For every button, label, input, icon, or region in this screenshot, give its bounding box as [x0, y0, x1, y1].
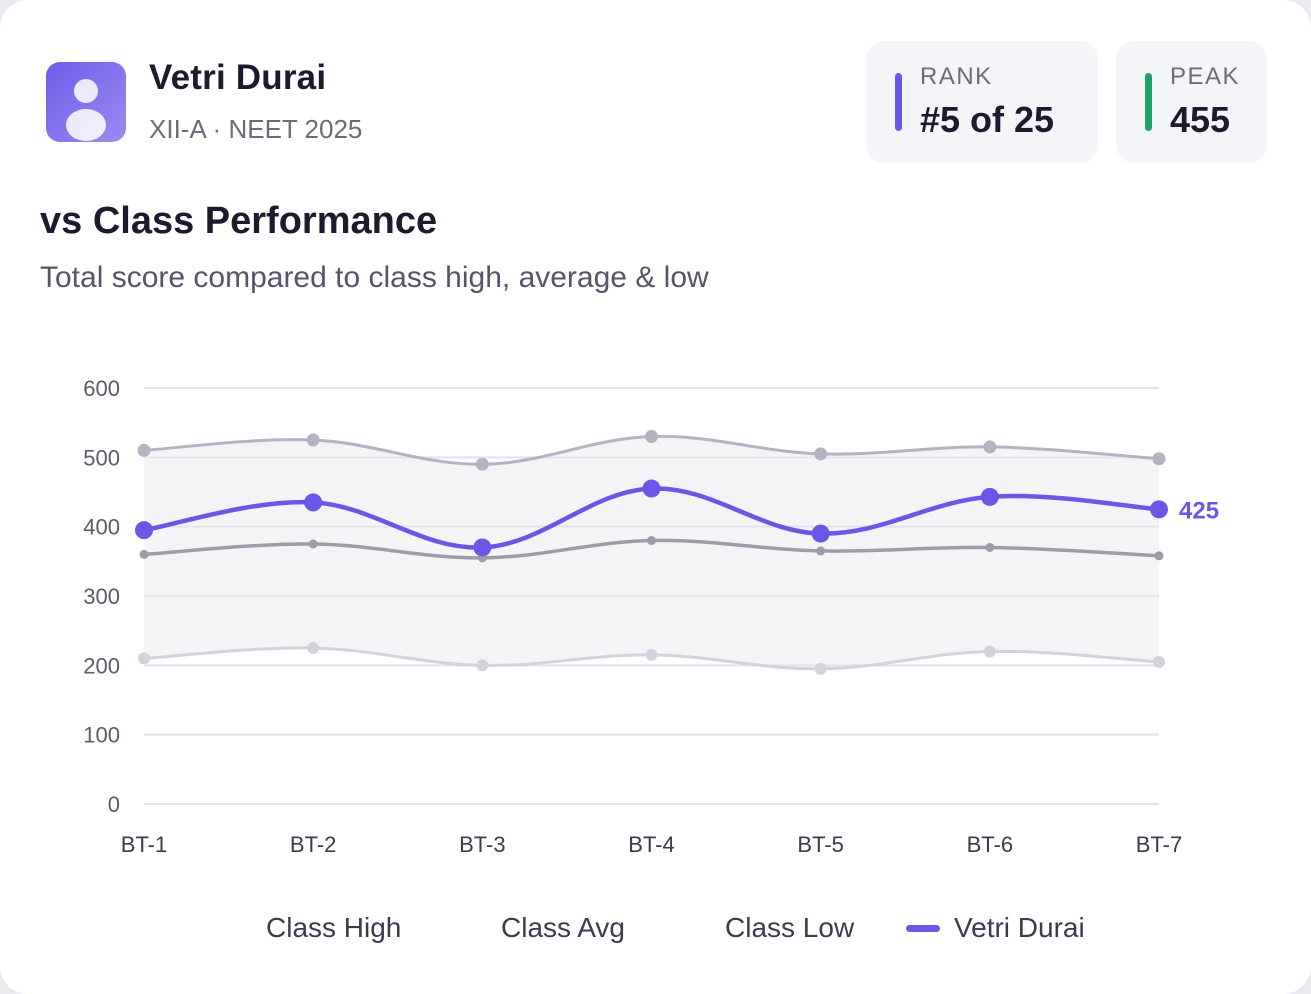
peak-value: 455	[1170, 99, 1231, 140]
student-point	[135, 521, 153, 540]
class-avg-point	[816, 546, 826, 556]
y-tick-label: 400	[83, 515, 120, 540]
chart-title: vs Class Performance	[40, 200, 438, 242]
class-high-point	[137, 443, 151, 457]
y-tick-label: 100	[83, 723, 120, 748]
class-high-point	[814, 447, 828, 461]
peak-stat: PEAK 455	[1116, 41, 1267, 163]
student-point	[1150, 500, 1168, 519]
class-avg-point	[647, 536, 656, 546]
legend-item: Class Avg	[501, 906, 625, 950]
class-high-point	[306, 433, 320, 447]
class-avg-point	[139, 549, 149, 559]
class-low-point	[307, 642, 320, 654]
rank-value: #5 of 25	[920, 99, 1055, 140]
peak-accent-bar	[1145, 73, 1152, 131]
student-point	[642, 479, 661, 498]
legend-item: Class High	[266, 906, 401, 950]
y-tick-label: 600	[83, 376, 120, 401]
student-point	[811, 524, 830, 543]
class-high-point	[1152, 452, 1166, 466]
class-low-point	[1153, 655, 1165, 668]
high-low-band	[144, 436, 1159, 669]
student-point	[473, 538, 492, 557]
student-class-info: XII-A · NEET 2025	[149, 114, 363, 144]
student-point	[304, 493, 323, 512]
legend-swatch	[906, 924, 940, 932]
class-high-point	[475, 457, 489, 471]
peak-label: PEAK	[1170, 63, 1241, 90]
class-low-point	[476, 659, 489, 672]
x-tick-label: BT-2	[290, 832, 336, 857]
student-point	[980, 487, 999, 506]
class-high-point	[983, 440, 997, 454]
chart-subtitle: Total score compared to class high, aver…	[40, 261, 709, 294]
performance-line-chart: 0 100 200 300 400 500 600 BT-1 BT-2 BT-3 BT-4 BT-5 B…	[83, 376, 1219, 857]
y-tick-label: 500	[83, 445, 120, 470]
class-avg-point	[308, 539, 318, 549]
y-tick-label: 200	[83, 653, 120, 678]
student-name: Vetri Durai	[149, 58, 327, 97]
class-low-point	[983, 645, 996, 658]
class-high-point	[645, 430, 658, 444]
class-low-point	[814, 662, 827, 675]
chart-legend: Class High Class Avg Class Low Vetri Durai	[0, 906, 1311, 950]
legend-label: Vetri Durai	[954, 912, 1085, 943]
x-tick-label: BT-5	[797, 832, 843, 857]
x-tick-label: BT-1	[121, 832, 167, 857]
legend-item: Vetri Durai	[906, 906, 1085, 950]
user-avatar-icon	[46, 62, 126, 142]
legend-label: Class Low	[725, 912, 855, 943]
legend-item: Class Low	[725, 906, 854, 950]
x-tick-label: BT-4	[628, 832, 674, 857]
x-tick-label: BT-7	[1136, 832, 1182, 857]
class-avg-point	[985, 542, 995, 552]
legend-label: Class Avg	[501, 912, 625, 943]
class-avg-point	[1154, 551, 1164, 561]
class-low-point	[645, 648, 658, 661]
class-low-point	[138, 652, 150, 665]
y-tick-label: 300	[83, 584, 120, 609]
x-tick-label: BT-3	[459, 832, 505, 857]
legend-label: Class High	[266, 912, 402, 943]
rank-label: RANK	[920, 63, 993, 90]
rank-stat: RANK #5 of 25	[866, 41, 1098, 163]
student-end-value-label: 425	[1179, 497, 1219, 524]
x-tick-label: BT-6	[967, 832, 1013, 857]
rank-accent-bar	[895, 73, 902, 131]
y-tick-label: 0	[108, 792, 120, 817]
